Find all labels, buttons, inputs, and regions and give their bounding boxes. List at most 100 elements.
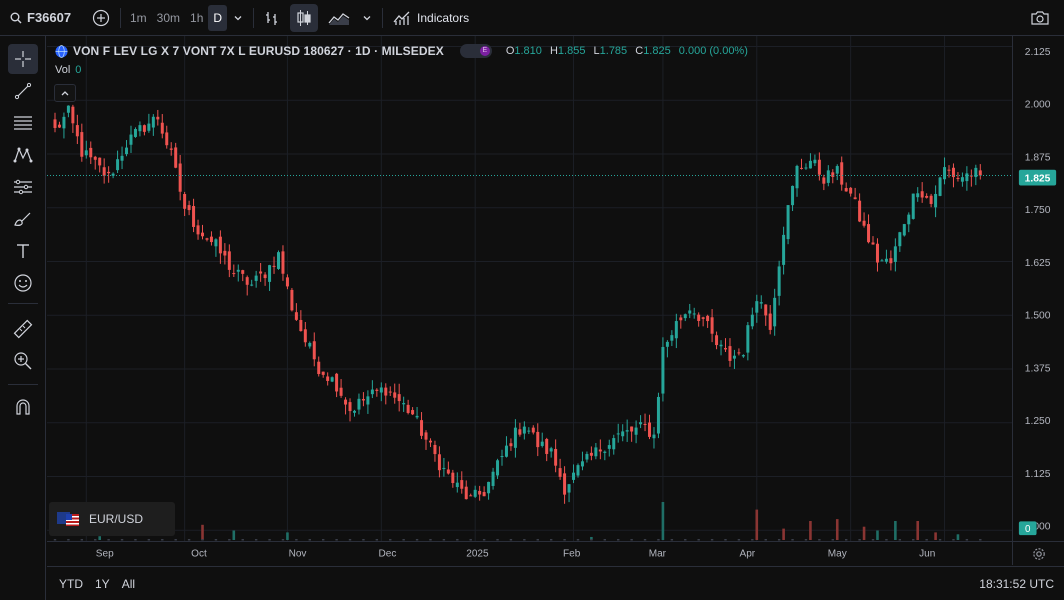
candle	[509, 438, 513, 451]
indicators-button[interactable]: Indicators	[387, 0, 475, 36]
candle	[943, 157, 947, 185]
brush-tool[interactable]	[8, 204, 38, 234]
fib-tool[interactable]	[8, 108, 38, 138]
utc-clock[interactable]: 18:31:52 UTC	[979, 576, 1054, 591]
symbol-search[interactable]: F36607	[0, 0, 86, 36]
trend-line-tool[interactable]	[8, 76, 38, 106]
candle	[692, 307, 696, 319]
volume-bar	[308, 539, 311, 541]
projection-tool[interactable]	[8, 172, 38, 202]
emoji-icon	[14, 274, 32, 292]
compare-symbol-chip[interactable]: EUR/USD	[49, 502, 175, 536]
candle	[142, 124, 146, 136]
candle	[540, 432, 544, 448]
axis-settings-button[interactable]	[1012, 541, 1064, 565]
candle	[925, 193, 929, 199]
range-all[interactable]: All	[121, 576, 136, 591]
chart-type-dropdown[interactable]	[356, 0, 378, 36]
time-axis[interactable]: Sep Oct Nov Dec 2025 Feb Mar Apr May Jun	[47, 541, 1012, 565]
screenshot-button[interactable]	[1024, 0, 1056, 36]
candle	[442, 457, 446, 477]
volume-bar	[375, 539, 379, 541]
volume-bar	[956, 534, 960, 540]
candle	[759, 295, 763, 309]
volume-bar	[661, 502, 665, 540]
candle	[786, 205, 790, 245]
zoom-tool[interactable]	[8, 346, 38, 376]
candle	[643, 413, 647, 432]
volume-bar	[697, 539, 700, 541]
interval-dropdown[interactable]	[227, 0, 249, 36]
volume-bar	[979, 539, 982, 541]
zoom-in-icon	[14, 352, 32, 370]
interval-1m[interactable]: 1m	[130, 10, 147, 25]
candles-chart-button[interactable]	[290, 3, 319, 32]
candle	[688, 303, 692, 319]
interval-1h[interactable]: 1h	[190, 10, 204, 25]
candle	[867, 214, 871, 244]
candle	[661, 337, 665, 402]
price-tick-label: 1.625	[1025, 258, 1051, 269]
candle	[205, 237, 209, 242]
compare-button[interactable]	[86, 0, 116, 36]
candle	[791, 185, 795, 212]
candle	[755, 294, 759, 323]
bars-icon	[266, 11, 278, 25]
interval-d[interactable]: D	[208, 4, 228, 31]
time-tick-label: Mar	[649, 548, 667, 559]
candle	[93, 155, 97, 170]
candle	[795, 164, 799, 197]
chevron-down-icon	[234, 15, 242, 20]
candle	[335, 372, 339, 398]
candle	[884, 249, 888, 264]
candle	[71, 104, 75, 133]
price-tick-label: 1.750	[1025, 205, 1051, 216]
candle	[165, 125, 169, 149]
volume-bar	[348, 539, 352, 541]
bars-chart-button[interactable]	[258, 4, 286, 32]
candle	[151, 114, 155, 136]
candle	[956, 172, 960, 182]
pattern-tool[interactable]	[8, 140, 38, 170]
candle	[768, 305, 772, 335]
interval-30m[interactable]: 30m	[156, 10, 181, 25]
magnet-tool[interactable]	[8, 392, 38, 422]
range-ytd[interactable]: YTD	[59, 576, 83, 591]
area-chart-button[interactable]	[322, 4, 356, 32]
volume-bar	[161, 539, 164, 541]
candle	[773, 288, 777, 336]
series-title[interactable]: VON F LEV LG X 7 VONT 7X L EURUSD 180627…	[73, 44, 444, 58]
price-axis[interactable]: 2.125 2.000 1.875 1.750 1.625 1.500 1.375 1.250…	[1012, 36, 1064, 541]
candle	[53, 112, 57, 133]
volume-bar	[456, 539, 459, 541]
emoji-tool[interactable]	[8, 268, 38, 298]
volume-bar	[389, 539, 392, 541]
market-status-badge[interactable]: E	[459, 44, 492, 58]
ruler-tool[interactable]	[8, 314, 38, 344]
volume-bar	[536, 539, 539, 541]
candle	[232, 264, 236, 278]
candle	[406, 399, 410, 415]
projection-icon	[14, 179, 32, 195]
candle	[437, 446, 441, 478]
candle	[245, 275, 249, 296]
candle	[947, 165, 951, 178]
candle	[326, 372, 330, 386]
candle	[706, 314, 710, 328]
time-tick-label: Jun	[919, 548, 935, 559]
candle	[393, 383, 397, 404]
last-price-label: 1.825	[1025, 174, 1051, 185]
candle	[670, 330, 674, 347]
crosshair-tool[interactable]	[8, 44, 38, 74]
time-tick-label: Feb	[563, 548, 581, 559]
candle	[612, 434, 616, 455]
chevron-down-icon	[363, 15, 371, 20]
text-tool[interactable]	[8, 236, 38, 266]
volume-bar	[94, 539, 97, 541]
candle	[710, 309, 714, 343]
candle	[268, 264, 272, 291]
collapse-legend-button[interactable]	[54, 84, 76, 102]
range-1y[interactable]: 1Y	[95, 576, 110, 591]
price-chart[interactable]	[47, 36, 1012, 541]
volume-bar	[335, 539, 338, 541]
